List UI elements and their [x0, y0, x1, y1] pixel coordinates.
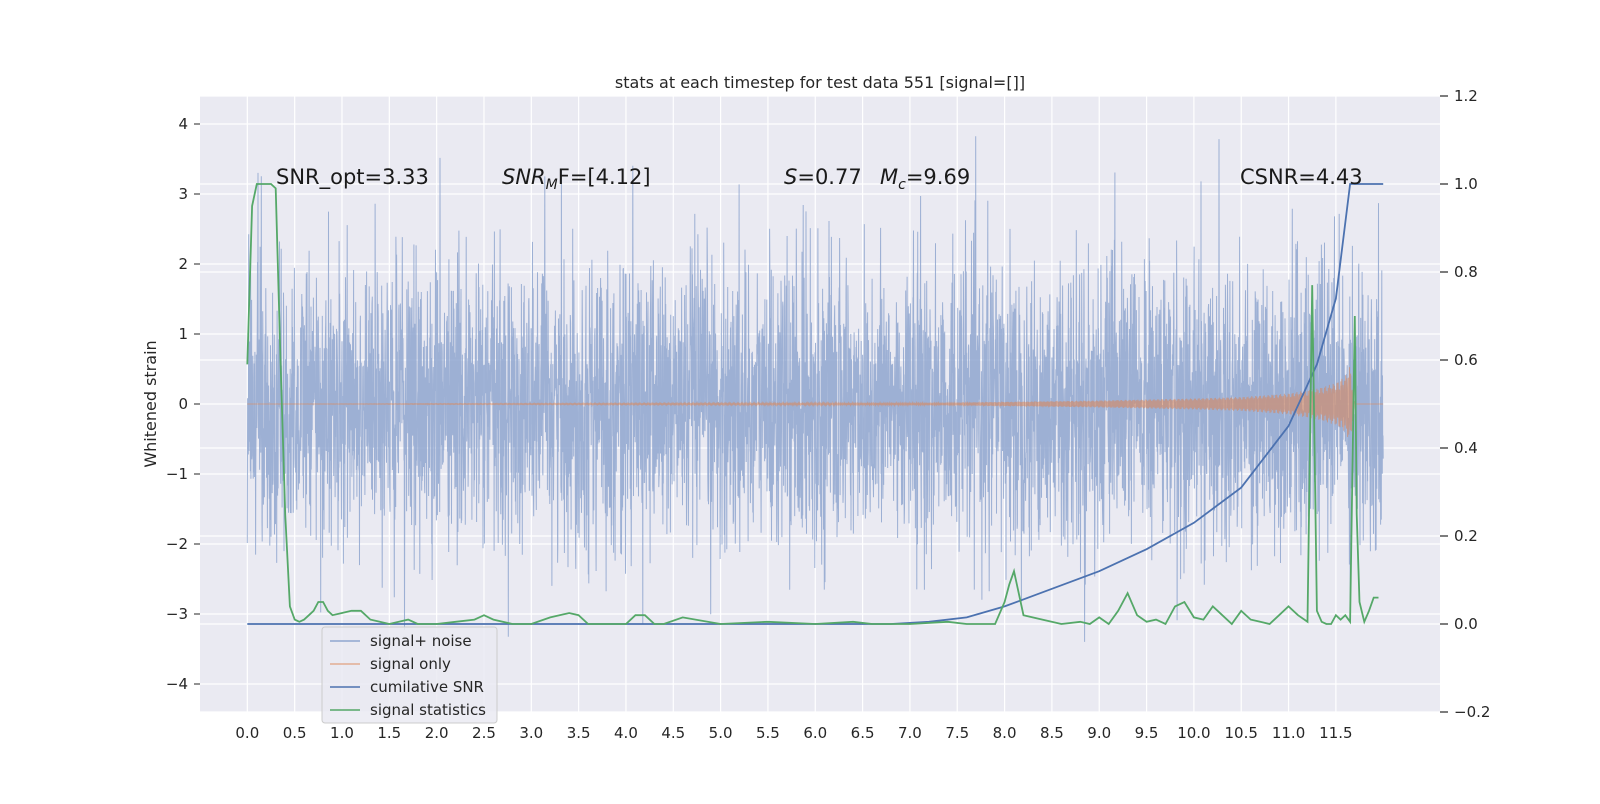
legend-label-cumulative-snr: cumilative SNR — [370, 678, 484, 696]
x-tick-label: 2.0 — [425, 724, 449, 742]
y-tick-label: 3 — [178, 185, 188, 203]
right-tick-label: 0.0 — [1454, 615, 1478, 633]
x-tick-label: 3.0 — [519, 724, 543, 742]
signal-only-series — [247, 367, 1384, 438]
signal-plus-noise-line — [246, 136, 1384, 642]
annotation-s: S=0.77 — [784, 165, 862, 189]
annotation-s-value: =0.77 — [797, 165, 861, 189]
y-tick-label: −3 — [166, 605, 188, 623]
x-tick-label: 5.0 — [709, 724, 733, 742]
x-tick-label: 3.5 — [567, 724, 591, 742]
cumulative-snr-line — [247, 183, 1384, 625]
x-tick-label: 5.5 — [756, 724, 780, 742]
annotation-snr-mf-sub: M — [546, 177, 558, 193]
y-axis-ticks: 4 3 2 1 0 −1 −2 −3 −4 — [166, 115, 200, 693]
x-axis-ticks: 0.0 0.5 1.0 1.5 2.0 2.5 3.0 3.5 4.0 4.5 5.0 5.5 6.0 6… — [235, 724, 1352, 742]
x-tick-label: 4.5 — [661, 724, 685, 742]
x-tick-label: 9.5 — [1135, 724, 1159, 742]
y-axis-label: Whitened strain — [141, 340, 160, 467]
right-tick-label: 0.8 — [1454, 263, 1478, 281]
y-tick-label: 2 — [178, 255, 188, 273]
annotation-mc-sub: c — [898, 177, 906, 193]
legend-box — [321, 626, 498, 724]
legend-label-signal-noise: signal+ noise — [370, 632, 472, 650]
signal-statistics-line — [246, 183, 1379, 626]
right-tick-label: 1.0 — [1454, 175, 1478, 193]
signal-statistics-series — [246, 183, 1379, 626]
x-tick-label: 6.5 — [851, 724, 875, 742]
x-tick-label: 8.0 — [993, 724, 1017, 742]
annotation-mc-symbol: M — [880, 165, 898, 189]
y-tick-label: −4 — [166, 675, 188, 693]
right-tick-label: 0.2 — [1454, 527, 1478, 545]
x-tick-label: 8.5 — [1040, 724, 1064, 742]
x-tick-label: 7.0 — [898, 724, 922, 742]
y-tick-label: 4 — [178, 115, 188, 133]
annotation-snr-mf-rest: F=[4.12] — [558, 165, 651, 189]
annotation-s-symbol: S — [784, 165, 797, 189]
signal-plus-noise-series — [246, 136, 1384, 642]
x-tick-label: 1.5 — [377, 724, 401, 742]
x-tick-label: 10.0 — [1177, 724, 1210, 742]
x-tick-label: 11.5 — [1319, 724, 1352, 742]
right-tick-label: −0.2 — [1454, 703, 1490, 721]
annotation-snr-opt: SNR_opt=3.33 — [276, 165, 429, 190]
x-tick-label: 0.0 — [235, 724, 259, 742]
y-tick-label: 0 — [178, 395, 188, 413]
annotation-mc-value: =9.69 — [906, 165, 970, 189]
annotation-snr-mf: SNRMF=[4.12] — [502, 165, 651, 193]
x-tick-label: 9.0 — [1087, 724, 1111, 742]
cumulative-snr-series — [247, 183, 1384, 625]
chart-title: stats at each timestep for test data 551… — [615, 73, 1025, 92]
right-axis-ticks: 1.2 1.0 0.8 0.6 0.4 0.2 0.0 −0.2 — [1440, 87, 1490, 721]
x-tick-label: 0.5 — [283, 724, 307, 742]
x-tick-label: 7.5 — [945, 724, 969, 742]
y-tick-label: −2 — [166, 535, 188, 553]
x-tick-label: 4.0 — [614, 724, 638, 742]
right-tick-label: 1.2 — [1454, 87, 1478, 105]
legend: signal+ noise signal only cumilative SNR… — [321, 626, 498, 724]
legend-label-signal-statistics: signal statistics — [370, 701, 486, 719]
signal-only-line — [247, 367, 1384, 438]
x-tick-label: 1.0 — [330, 724, 354, 742]
legend-label-signal-only: signal only — [370, 655, 451, 673]
right-tick-label: 0.6 — [1454, 351, 1478, 369]
y-tick-label: −1 — [166, 465, 188, 483]
y-tick-label: 1 — [178, 325, 188, 343]
annotation-csnr: CSNR=4.43 — [1240, 165, 1363, 189]
x-tick-label: 6.0 — [803, 724, 827, 742]
annotation-mc: Mc=9.69 — [880, 165, 970, 193]
annotation-snr-mf-main: SNR — [502, 165, 546, 189]
right-tick-label: 0.4 — [1454, 439, 1478, 457]
x-tick-label: 10.5 — [1225, 724, 1258, 742]
x-tick-label: 11.0 — [1272, 724, 1305, 742]
x-tick-label: 2.5 — [472, 724, 496, 742]
